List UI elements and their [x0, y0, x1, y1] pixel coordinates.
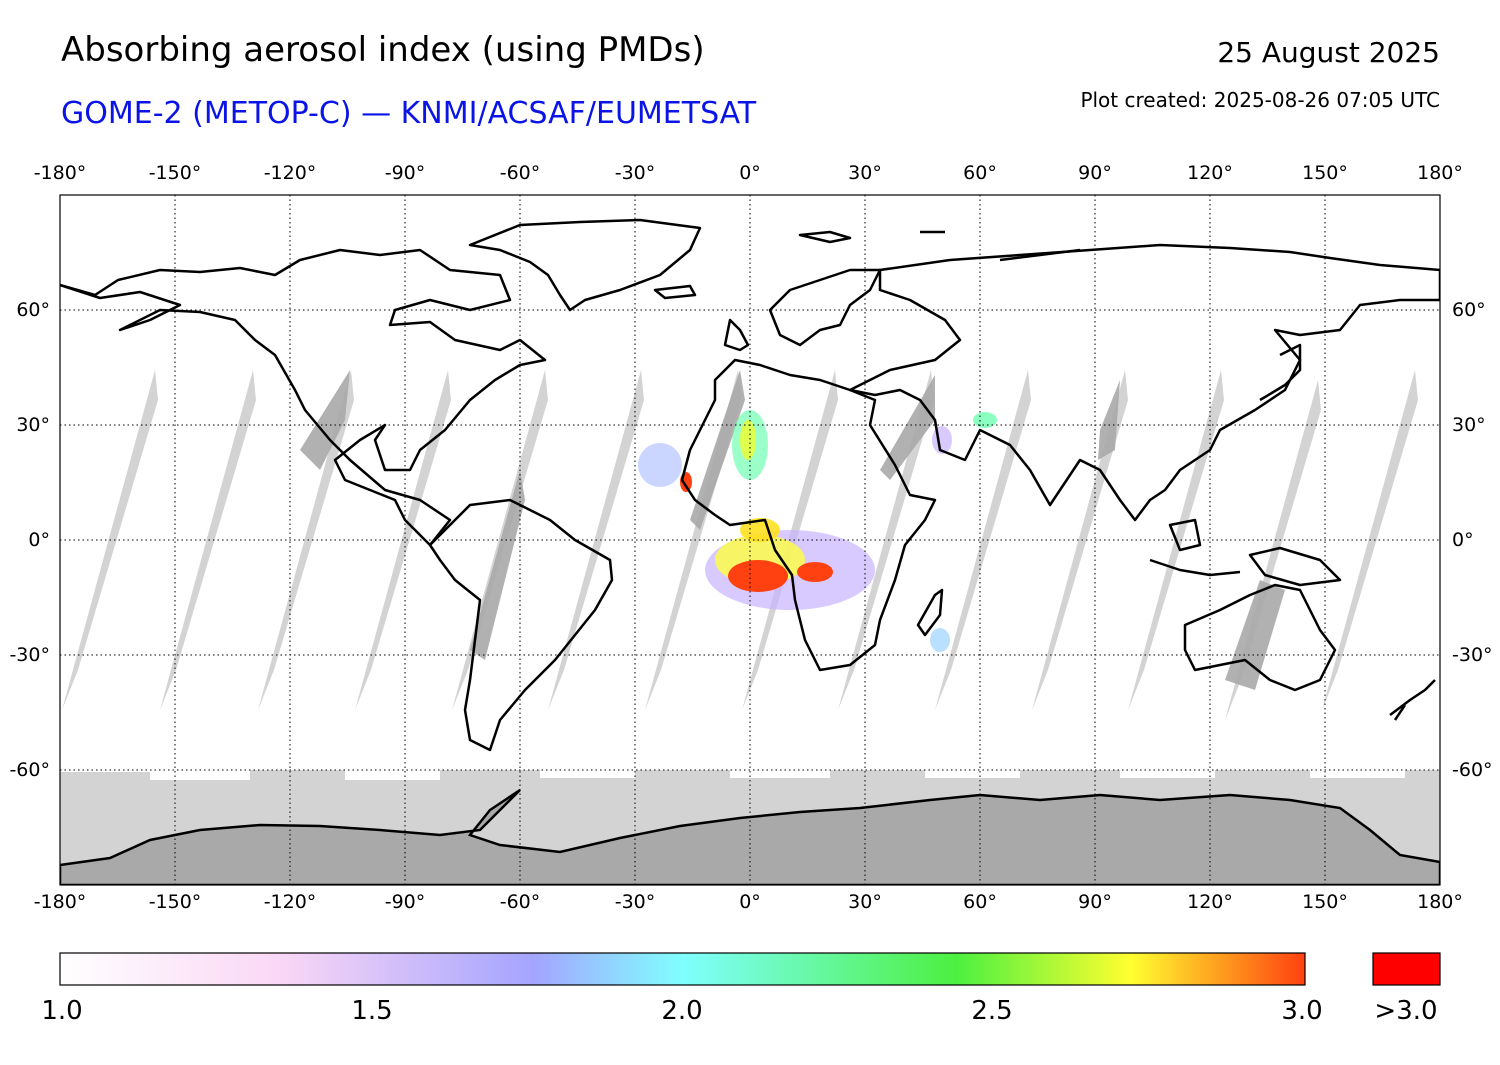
lon-tick-top: 0°	[739, 162, 761, 184]
colorbar-label: 2.5	[971, 996, 1013, 1026]
lon-tick-bottom: 150°	[1302, 891, 1348, 913]
plume-biomass-burning	[797, 562, 833, 582]
asia-coast	[848, 243, 1440, 522]
greenland-coast	[468, 218, 702, 312]
lon-tick-bottom: -120°	[263, 891, 317, 913]
lat-tick-left: -30°	[9, 644, 50, 666]
lon-tick-bottom: -30°	[614, 891, 656, 913]
uk-coast	[723, 318, 750, 352]
lon-tick-top: 90°	[1078, 162, 1112, 184]
lon-tick-bottom: 60°	[963, 891, 997, 913]
madagascar-coast	[916, 588, 944, 637]
lon-tick-bottom: -180°	[33, 891, 87, 913]
plume-biomass-burning	[728, 560, 788, 592]
plume-west-africa-coast	[680, 472, 692, 492]
orbit-gap-dark	[1098, 380, 1120, 460]
australia-coast	[1183, 583, 1337, 692]
orbit-gap-dark	[1225, 580, 1285, 690]
colorbar	[59, 952, 1306, 986]
lon-tick-top: 120°	[1187, 162, 1233, 184]
japan-coast	[1259, 343, 1302, 402]
lon-tick-top: -30°	[614, 162, 656, 184]
plume-madagascar	[930, 628, 950, 652]
orbit-gap-dark	[300, 370, 350, 470]
lat-tick-left: 0°	[28, 529, 50, 551]
lat-tick-right: -60°	[1452, 759, 1493, 781]
lon-tick-top: 30°	[848, 162, 882, 184]
lon-tick-bottom: -150°	[148, 891, 202, 913]
plume-middle-east	[973, 412, 997, 428]
lon-tick-bottom: 180°	[1417, 891, 1463, 913]
lon-tick-bottom: 90°	[1078, 891, 1112, 913]
arctic-islands-coast	[653, 230, 1081, 300]
colorbar-label: 1.0	[41, 996, 83, 1026]
lon-tick-bottom: -90°	[384, 891, 426, 913]
graticule	[60, 195, 1440, 885]
lat-tick-right: -30°	[1452, 644, 1493, 666]
lon-tick-bottom: -60°	[499, 891, 541, 913]
orbit-gap-dark	[470, 470, 525, 660]
colorbar-label: 3.0	[1281, 996, 1323, 1026]
lon-tick-bottom: 0°	[739, 891, 761, 913]
lat-tick-right: 0°	[1452, 529, 1474, 551]
south-america-coast	[428, 498, 614, 752]
plume-saharan-dust	[740, 420, 756, 460]
new-zealand-coast	[1389, 679, 1436, 721]
lat-tick-left: 60°	[16, 299, 50, 321]
orbit-gap	[160, 370, 256, 710]
coastlines	[60, 218, 1440, 752]
lon-tick-top: -60°	[499, 162, 541, 184]
plot-created-timestamp: Plot created: 2025-08-26 07:05 UTC	[1080, 88, 1440, 112]
north-america-coast	[60, 248, 547, 547]
colorbar-overflow-label: >3.0	[1374, 996, 1438, 1026]
lon-tick-top: 180°	[1417, 162, 1463, 184]
lat-tick-left: -60°	[9, 759, 50, 781]
map-subtitle: GOME-2 (METOP-C) — KNMI/ACSAF/EUMETSAT	[61, 96, 757, 131]
plume-saharan-dust	[638, 443, 682, 487]
lat-tick-left: 30°	[16, 414, 50, 436]
lon-tick-bottom: 30°	[848, 891, 882, 913]
lon-tick-top: -120°	[263, 162, 317, 184]
map-date: 25 August 2025	[1217, 36, 1440, 69]
colorbar-label: 1.5	[351, 996, 393, 1026]
orbit-gap-dark	[690, 370, 745, 530]
lon-tick-top: -180°	[33, 162, 87, 184]
lat-tick-right: 60°	[1452, 299, 1486, 321]
lon-tick-top: -90°	[384, 162, 426, 184]
map-title: Absorbing aerosol index (using PMDs)	[61, 30, 705, 70]
lon-tick-bottom: 120°	[1187, 891, 1233, 913]
map-frame	[59, 194, 1441, 886]
lon-tick-top: -150°	[148, 162, 202, 184]
lat-tick-right: 30°	[1452, 414, 1486, 436]
lon-tick-top: 60°	[963, 162, 997, 184]
colorbar-overflow-swatch	[1372, 952, 1441, 986]
europe-north-coast	[768, 268, 882, 347]
colorbar-label: 2.0	[661, 996, 703, 1026]
orbit-gap	[838, 370, 934, 710]
lon-tick-top: 150°	[1302, 162, 1348, 184]
indonesia-coast	[1149, 518, 1342, 587]
orbit-gap	[258, 370, 354, 710]
